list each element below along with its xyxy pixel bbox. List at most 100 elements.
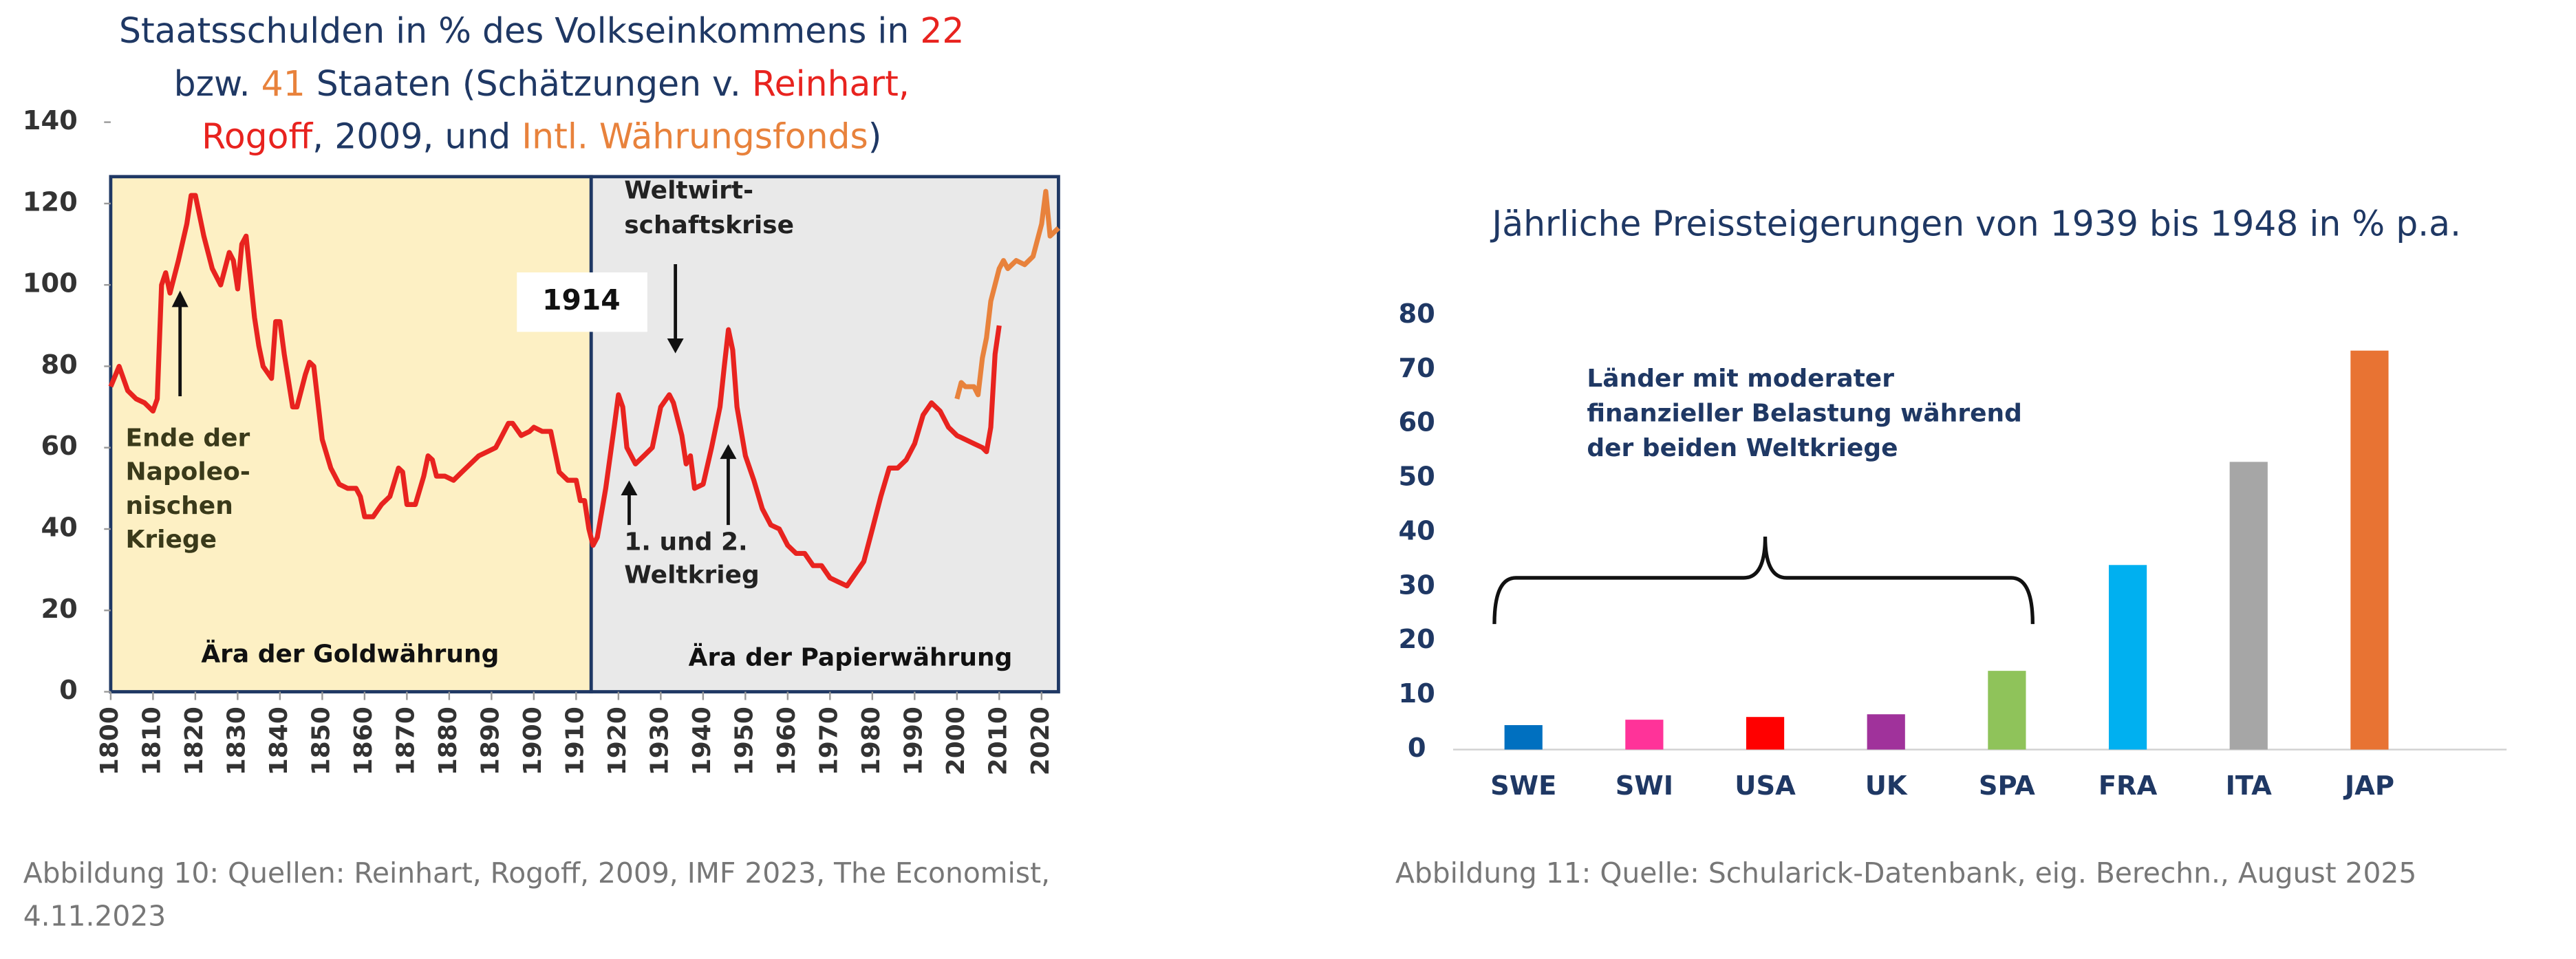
x-tick-label: 1840 — [265, 707, 293, 775]
arrowhead — [621, 480, 638, 495]
x-tick-label: 1950 — [730, 707, 758, 775]
bar — [2108, 565, 2147, 750]
annotation: der beiden Weltkriege — [1587, 434, 1898, 462]
x-tick-label: JAP — [2343, 771, 2394, 801]
year-box — [517, 272, 647, 332]
x-tick-label: 1820 — [180, 707, 208, 775]
x-tick-label: 1890 — [476, 707, 504, 775]
title-part: Rogoff — [202, 116, 313, 156]
y-tick-label: 140 — [23, 105, 78, 136]
arrowhead — [171, 290, 189, 308]
paper-era-region — [589, 175, 1060, 693]
title-part: bzw. — [174, 63, 261, 103]
x-tick-label: 1990 — [899, 707, 927, 775]
x-tick-label: 1930 — [645, 707, 674, 775]
region-label: Ära der Goldwährung — [201, 640, 499, 669]
x-tick-label: USA — [1735, 771, 1796, 801]
annotation: Länder mit moderater — [1587, 365, 1894, 393]
region-label: Ära der Papierwährung — [689, 643, 1013, 672]
x-tick-label: SWE — [1490, 771, 1556, 801]
x-tick-label: 1860 — [350, 707, 378, 775]
x-tick-label: 1900 — [519, 707, 547, 775]
chart-title: bzw. 41 Staaten (Schätzungen v. Reinhart… — [174, 63, 910, 103]
title-part: 22 — [920, 10, 964, 50]
x-tick-label: SPA — [1979, 771, 2035, 801]
y-tick-label: 20 — [1398, 624, 1435, 655]
y-tick-label: 80 — [1398, 299, 1435, 330]
y-tick-label: 60 — [41, 431, 77, 462]
y-tick-label: 40 — [41, 512, 77, 543]
chart-title: Jährliche Preissteigerungen von 1939 bis… — [1490, 203, 2461, 244]
x-tick-label: 1880 — [434, 707, 462, 775]
bar — [1867, 714, 1905, 750]
annotation: Weltkrieg — [624, 561, 760, 590]
annotation: 1. und 2. — [624, 528, 747, 557]
annotation: Weltwirt- — [624, 176, 753, 204]
bar — [1746, 717, 1785, 750]
annotation: Ende der — [125, 424, 250, 452]
arrowhead — [720, 444, 737, 460]
title-part: Staaten (Schätzungen v. — [305, 63, 752, 103]
x-tick-label: 2020 — [1027, 707, 1055, 775]
y-tick-label: 30 — [1398, 570, 1435, 601]
bar — [1504, 725, 1543, 750]
x-tick-label: 1910 — [561, 707, 589, 775]
title-part: Reinhart, — [752, 63, 910, 103]
x-tick-label: 1850 — [307, 707, 335, 775]
arrowheads — [171, 290, 737, 495]
arrowhead — [667, 338, 684, 354]
y-tick-label: 70 — [1398, 353, 1435, 384]
x-tick-label: ITA — [2226, 771, 2272, 801]
y-tick-label: 60 — [1398, 407, 1435, 438]
x-tick-label: 1800 — [96, 707, 124, 775]
bar — [1625, 720, 1664, 750]
title-part: ) — [868, 116, 882, 156]
title-part: 41 — [261, 63, 305, 103]
x-tick-label: 1960 — [773, 707, 801, 775]
y-tick-label: 80 — [41, 349, 77, 380]
gold-era-region — [109, 175, 593, 693]
x-tick-label: 2010 — [984, 707, 1012, 775]
x-tick-label: 1920 — [603, 707, 632, 775]
data-line — [954, 188, 1060, 400]
y-tick-label: 100 — [23, 268, 78, 299]
x-tick-label: FRA — [2099, 771, 2158, 801]
x-tick-label: 1870 — [391, 707, 420, 775]
caption: Abbildung 10: Quellen: Reinhart, Rogoff,… — [23, 856, 1050, 890]
x-tick-label: 1970 — [815, 707, 843, 775]
annotation: 1914 — [542, 283, 621, 316]
y-tick-label: 50 — [1398, 462, 1435, 493]
chart-title: Staatsschulden in % des Volkseinkommens … — [119, 10, 964, 50]
caption: 4.11.2023 — [23, 899, 167, 932]
annotation: finanzieller Belastung während — [1587, 399, 2022, 427]
brace — [1492, 536, 2035, 625]
x-tick-label: 1810 — [138, 707, 166, 775]
bar — [1988, 671, 2026, 750]
x-tick-label: 2000 — [942, 707, 970, 775]
title-part: Staatsschulden in % des Volkseinkommens … — [119, 10, 920, 50]
x-tick-label: 1940 — [688, 707, 716, 775]
y-tick-label: 10 — [1398, 678, 1435, 709]
x-tick-label: 1830 — [222, 707, 250, 775]
title-part: , 2009, und — [312, 116, 522, 156]
annotation: Napoleo- — [125, 458, 250, 486]
bar — [2229, 462, 2268, 750]
title-part: Intl. Währungsfonds — [522, 116, 868, 156]
annotation: nischen — [125, 492, 233, 520]
x-tick-label: 1980 — [857, 707, 886, 775]
arrows — [178, 263, 730, 526]
y-tick-label: 0 — [1408, 733, 1426, 764]
x-tick-label: UK — [1865, 771, 1908, 801]
y-tick-label: 40 — [1398, 515, 1435, 546]
data-line — [108, 193, 1002, 589]
y-tick-label: 20 — [41, 594, 77, 625]
caption: Abbildung 11: Quelle: Schularick-Datenba… — [1395, 856, 2416, 890]
chart-title: Rogoff, 2009, und Intl. Währungsfonds) — [202, 116, 881, 156]
x-tick-label: SWI — [1616, 771, 1673, 801]
annotation: Kriege — [125, 526, 217, 554]
annotation: schaftskrise — [624, 211, 794, 239]
y-tick-label: 0 — [59, 675, 78, 706]
bar — [2350, 350, 2389, 750]
